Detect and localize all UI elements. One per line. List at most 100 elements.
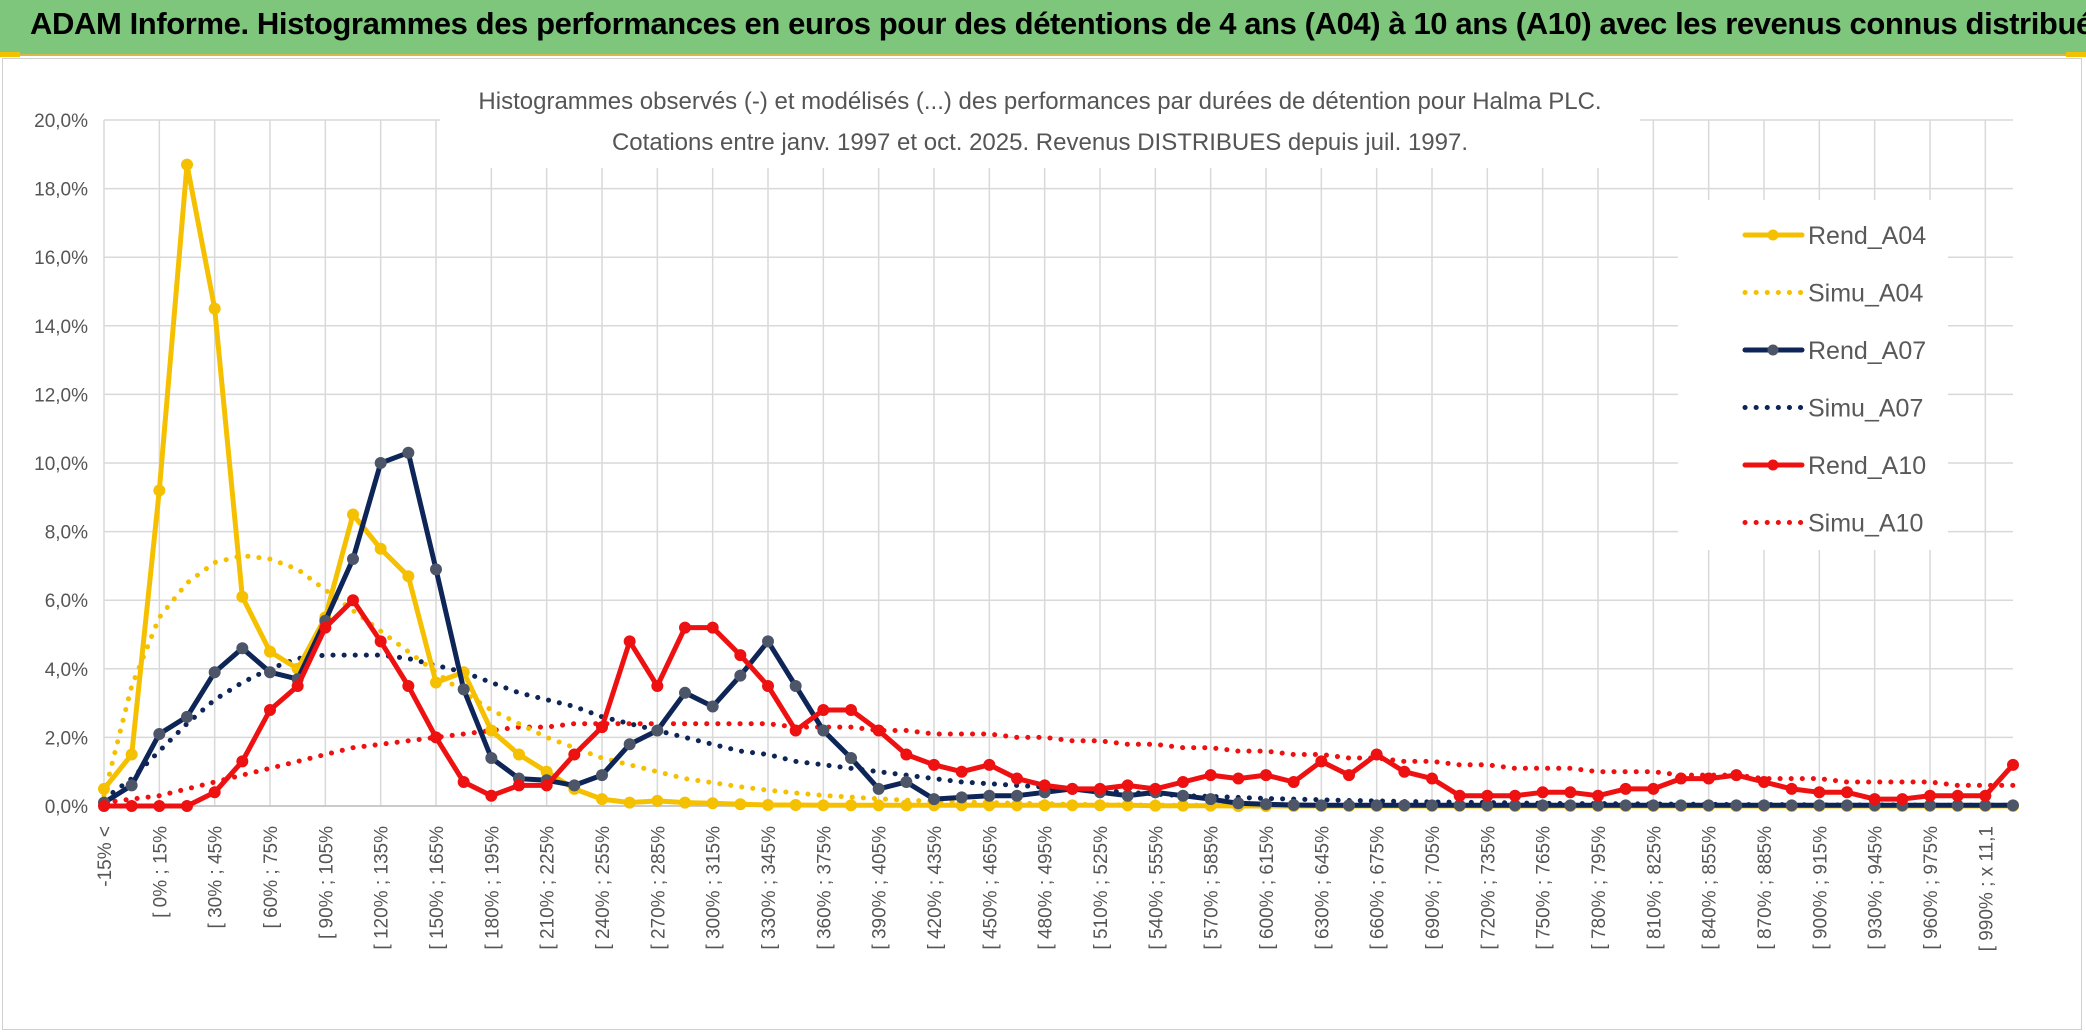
data-point	[928, 793, 940, 806]
series-line	[101, 597, 2016, 809]
data-point	[1536, 799, 1549, 812]
x-tick-label: [ 600% ; 615%	[1257, 826, 1278, 950]
data-point	[402, 570, 415, 583]
data-point	[1785, 799, 1798, 812]
data-point	[1813, 786, 1826, 799]
data-point	[1011, 772, 1023, 785]
x-tick-label: [ 420% ; 435%	[925, 826, 946, 950]
y-tick-label: 8,0%	[45, 523, 88, 544]
data-point	[1979, 789, 1992, 802]
y-tick-label: 0,0%	[45, 797, 88, 818]
data-point	[1343, 769, 1355, 782]
data-point	[1149, 782, 1162, 795]
data-point	[679, 796, 691, 809]
data-point	[319, 621, 332, 634]
data-point	[651, 794, 664, 807]
chart-frame	[2, 58, 2082, 1030]
data-point	[347, 508, 359, 521]
banner-accent-left	[0, 52, 20, 57]
data-point	[208, 786, 221, 799]
data-point	[1149, 799, 1162, 812]
data-point	[98, 782, 110, 795]
data-point	[457, 775, 470, 788]
series-rend-a10	[98, 594, 2019, 812]
series-line	[101, 721, 2016, 806]
data-point	[983, 758, 996, 771]
x-tick-label: [ 900% ; 915%	[1810, 826, 1831, 950]
legend-label: Rend_A07	[1808, 337, 1926, 365]
data-point	[596, 793, 608, 806]
legend-marker	[1767, 344, 1779, 356]
data-point	[1426, 772, 1438, 785]
data-point	[125, 748, 138, 761]
data-point	[1702, 799, 1715, 812]
data-point	[98, 800, 110, 812]
series-line	[101, 450, 2016, 808]
y-axis: 0,0% 2,0% 4,0% 6,0% 8,0% 10,0% 12,0% 14,0% 16,0%…	[34, 111, 88, 818]
data-point	[1066, 799, 1079, 812]
data-point	[1481, 789, 1494, 802]
data-point	[1398, 799, 1411, 812]
data-point	[651, 679, 664, 692]
data-point	[153, 484, 166, 497]
data-point	[1260, 769, 1272, 782]
x-tick-label: [ 0% ; 15%	[150, 826, 171, 918]
data-point	[1343, 799, 1355, 812]
data-point	[1896, 793, 1909, 806]
data-point	[1758, 799, 1770, 812]
series-line	[101, 652, 2016, 808]
data-point	[1370, 748, 1383, 761]
data-point	[568, 748, 581, 761]
banner-accent-right	[2066, 52, 2086, 57]
y-tick-label: 20,0%	[34, 111, 88, 132]
data-point	[872, 782, 885, 795]
data-point	[817, 703, 830, 716]
x-tick-label: [ 750% ; 765%	[1534, 826, 1555, 950]
x-tick-label: [ 540% ; 555%	[1146, 826, 1167, 950]
data-point	[734, 798, 747, 811]
data-point	[1509, 789, 1521, 802]
data-point	[1758, 775, 1770, 788]
data-point	[1011, 789, 1023, 802]
x-tick-label: [ 720% ; 735%	[1478, 826, 1499, 950]
legend: Rend_A04 Simu_A04 Rend_A07 Simu_A07 Rend_A10…	[1678, 200, 1948, 550]
data-point	[1204, 793, 1217, 806]
data-point	[430, 676, 442, 689]
data-point	[485, 751, 498, 764]
data-point	[1260, 798, 1272, 811]
data-point	[1730, 769, 1743, 782]
data-point	[1813, 799, 1826, 812]
x-tick-label: [ 960% ; 975%	[1921, 826, 1942, 950]
data-point	[1177, 799, 1189, 812]
x-tick-label: [ 480% ; 495%	[1036, 826, 1057, 950]
data-point	[208, 302, 221, 315]
data-point	[817, 724, 830, 737]
x-tick-label: [ 180% ; 195%	[482, 826, 503, 950]
x-tick-label: [ 840% ; 855%	[1700, 826, 1721, 950]
data-point	[1951, 789, 1964, 802]
data-point	[679, 621, 691, 634]
legend-item-simu-a07: Simu_A07	[1742, 395, 1923, 423]
data-point	[568, 779, 581, 792]
data-point	[734, 649, 747, 662]
data-point	[1315, 799, 1328, 812]
data-point	[2007, 799, 2019, 812]
legend-item-simu-a04: Simu_A04	[1742, 280, 1923, 308]
data-point	[181, 800, 193, 812]
x-tick-label: [ 870% ; 885%	[1755, 826, 1776, 950]
data-point	[845, 703, 857, 716]
data-point	[623, 738, 636, 751]
data-point	[236, 590, 249, 603]
legend-label: Simu_A04	[1808, 280, 1923, 308]
x-tick-label: [ 360% ; 375%	[814, 826, 835, 950]
legend-marker	[1767, 229, 1779, 241]
data-point	[1564, 799, 1577, 812]
data-point	[236, 755, 249, 768]
data-point	[402, 679, 415, 692]
legend-item-rend-a07: Rend_A07	[1742, 337, 1926, 365]
data-point	[347, 553, 359, 566]
data-point	[1038, 779, 1051, 792]
data-point	[872, 724, 885, 737]
x-tick-label: [ 270% ; 285%	[648, 826, 669, 950]
series-line	[101, 553, 2016, 809]
